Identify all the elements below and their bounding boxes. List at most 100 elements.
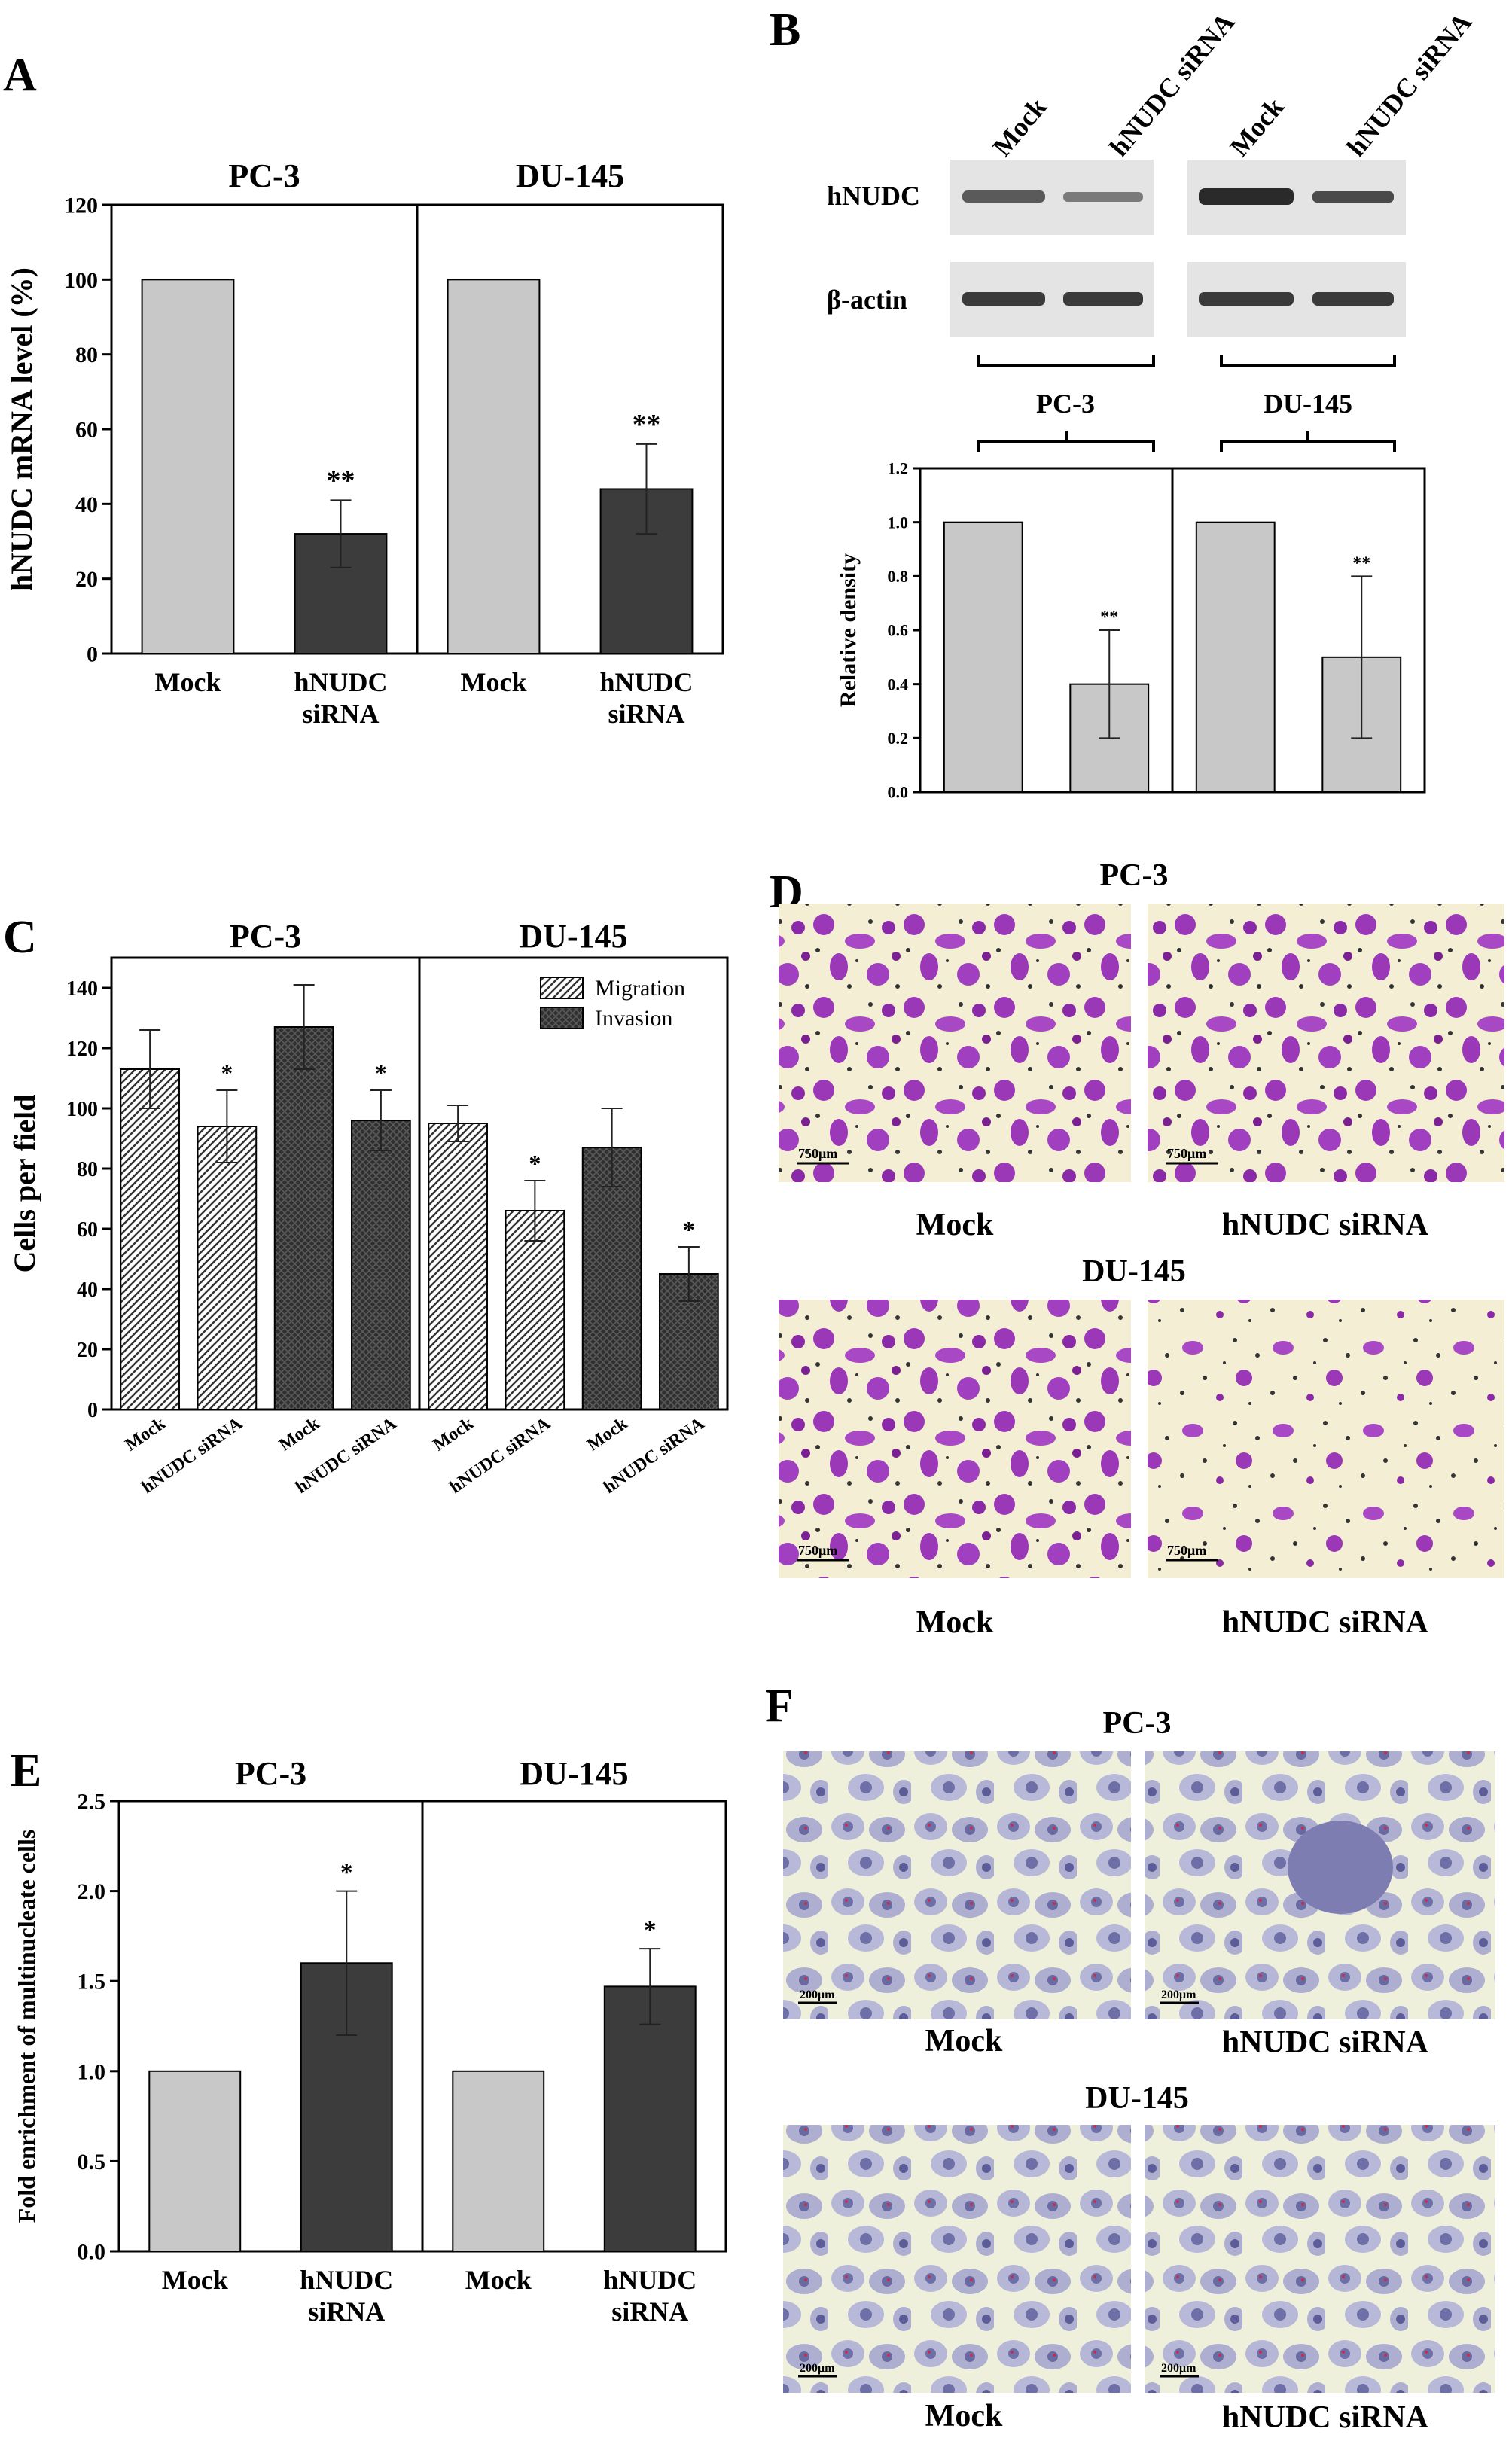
x-tick-label: hNUDC	[300, 2265, 393, 2295]
significance-marker: *	[683, 1216, 695, 1243]
y-tick-label: 120	[64, 194, 98, 218]
blot-band	[1199, 188, 1294, 205]
significance-marker: *	[529, 1150, 541, 1177]
bar	[943, 521, 1023, 794]
micrograph-image	[779, 904, 1131, 1182]
scale-bar-label: 750μm	[1167, 1543, 1206, 1558]
y-tick-label: 0.5	[78, 2150, 106, 2174]
scale-bar: 750μm	[1166, 1146, 1218, 1165]
panel-d-micrographs: PC-3 750μm 750μm Mock hNUDC siRNA DU-145…	[779, 858, 1504, 1640]
micrograph-caption: Mock	[916, 1208, 994, 1242]
blot-band	[1312, 191, 1394, 203]
group-title: DU-145	[520, 1755, 628, 1792]
y-axis-label: Relative density	[836, 553, 861, 707]
significance-marker: **	[327, 465, 355, 496]
micrograph-caption: hNUDC siRNA	[1222, 1605, 1429, 1640]
panel-b-chart: 0.0 0.2 0.4 0.6 0.8 1.0 1.2 Relative density ** *…	[836, 459, 1426, 802]
blot-row-label-hnudc: hNUDC	[827, 181, 920, 211]
y-tick-label: 2.5	[78, 1790, 106, 1815]
group-title: DU-145	[516, 157, 624, 194]
scale-bar: 750μm	[1166, 1543, 1218, 1562]
micrograph-row-title: DU-145	[1082, 1254, 1186, 1289]
blot-band	[962, 190, 1045, 203]
bar	[505, 1210, 565, 1410]
bar	[581, 1147, 642, 1410]
y-tick-label: 100	[64, 268, 98, 293]
significance-marker: **	[633, 409, 661, 440]
group-bracket	[977, 440, 1155, 452]
y-tick-label: 1.5	[78, 1970, 106, 1995]
micrograph-image	[783, 2125, 1131, 2393]
significance-marker: *	[221, 1059, 233, 1086]
y-tick-label: 1.0	[78, 2059, 106, 2084]
panel-a-chart: 0 20 40 60 80 100 120 hNUDC mRNA level (%) PC-3 D…	[5, 157, 724, 729]
bar	[197, 1126, 258, 1410]
micrograph-image	[1145, 2125, 1495, 2393]
y-tick-label: 60	[77, 1218, 98, 1242]
y-tick-label: 0.0	[78, 2240, 106, 2265]
blot-band	[1199, 292, 1294, 306]
group-title: PC-3	[230, 918, 301, 955]
group-title: PC-3	[235, 1755, 306, 1792]
bar	[428, 1123, 488, 1410]
bar	[447, 279, 541, 654]
y-tick-label: 60	[75, 418, 98, 443]
micrograph-image	[779, 1300, 1131, 1578]
y-tick-label: 40	[75, 492, 98, 517]
micrograph-caption: hNUDC siRNA	[1222, 2400, 1429, 2435]
blot-band	[1063, 192, 1143, 202]
y-axis-label: hNUDC mRNA level (%)	[5, 267, 38, 591]
x-tick-label: Mock	[162, 2265, 228, 2295]
y-axis-label: Fold enrichment of multinucleate cells	[13, 1830, 40, 2223]
panel-letter-a: A	[3, 50, 37, 101]
panel-letter-b: B	[770, 5, 800, 56]
x-tick-label: siRNA	[608, 699, 684, 729]
scale-bar: 200μm	[798, 1988, 837, 2004]
y-tick-label: 0	[87, 642, 98, 667]
y-tick-label: 80	[77, 1158, 98, 1181]
y-tick-label: 0.0	[888, 783, 909, 802]
micrograph-row-title: PC-3	[1100, 858, 1169, 893]
x-tick-label: Mock	[155, 667, 221, 697]
blot-band	[962, 292, 1045, 306]
scale-bar: 750μm	[797, 1146, 849, 1165]
scale-bar: 200μm	[1160, 2362, 1199, 2378]
scale-bar-label: 750μm	[798, 1543, 837, 1558]
legend-label: Migration	[595, 976, 685, 1001]
y-tick-label: 1.2	[888, 459, 909, 478]
micrograph-row-title: DU-145	[1085, 2081, 1189, 2116]
y-tick-label: 0.2	[888, 729, 909, 748]
y-tick-label: 1.0	[888, 513, 909, 532]
blot-band	[1312, 292, 1394, 306]
panel-c-chart: 0 20 40 60 80 100 120 140 Cells per field PC-3 DU-…	[8, 918, 729, 1498]
y-tick-label: 0	[87, 1399, 98, 1422]
y-tick-label: 140	[66, 977, 98, 1001]
blot-lane-label: Mock	[986, 92, 1052, 162]
x-tick-label: hNUDC	[294, 667, 387, 697]
micrograph-image	[1148, 904, 1504, 1182]
scale-bar-label: 750μm	[1167, 1146, 1206, 1161]
scale-bar-label: 750μm	[798, 1146, 837, 1161]
micrograph-row-title: PC-3	[1103, 1706, 1172, 1741]
blot-lane-label: hNUDC siRNA	[1103, 7, 1240, 162]
y-tick-label: 0.6	[888, 621, 909, 640]
y-tick-label: 100	[66, 1098, 98, 1121]
x-tick-label: hNUDC	[603, 2265, 697, 2295]
scale-bar-label: 200μm	[800, 1988, 835, 2001]
panel-letter-e: E	[11, 1745, 41, 1796]
x-tick-label: siRNA	[308, 2296, 385, 2327]
micrograph-image	[1148, 1300, 1504, 1578]
micrograph-caption: Mock	[925, 2399, 1003, 2433]
group-bracket	[1220, 355, 1396, 367]
micrograph-caption: Mock	[925, 2024, 1003, 2059]
x-tick-label: Mock	[122, 1413, 169, 1455]
panel-e-chart: 0.0 0.5 1.0 1.5 2.0 2.5 Fold enrichment of mul…	[13, 1755, 727, 2327]
scale-bar-label: 200μm	[1161, 1988, 1196, 2001]
scale-bar: 750μm	[797, 1543, 849, 1562]
bar	[141, 279, 235, 654]
group-bracket	[977, 355, 1155, 367]
x-tick-label: Mock	[430, 1413, 477, 1455]
bar	[273, 1026, 334, 1410]
bar	[1195, 521, 1276, 794]
